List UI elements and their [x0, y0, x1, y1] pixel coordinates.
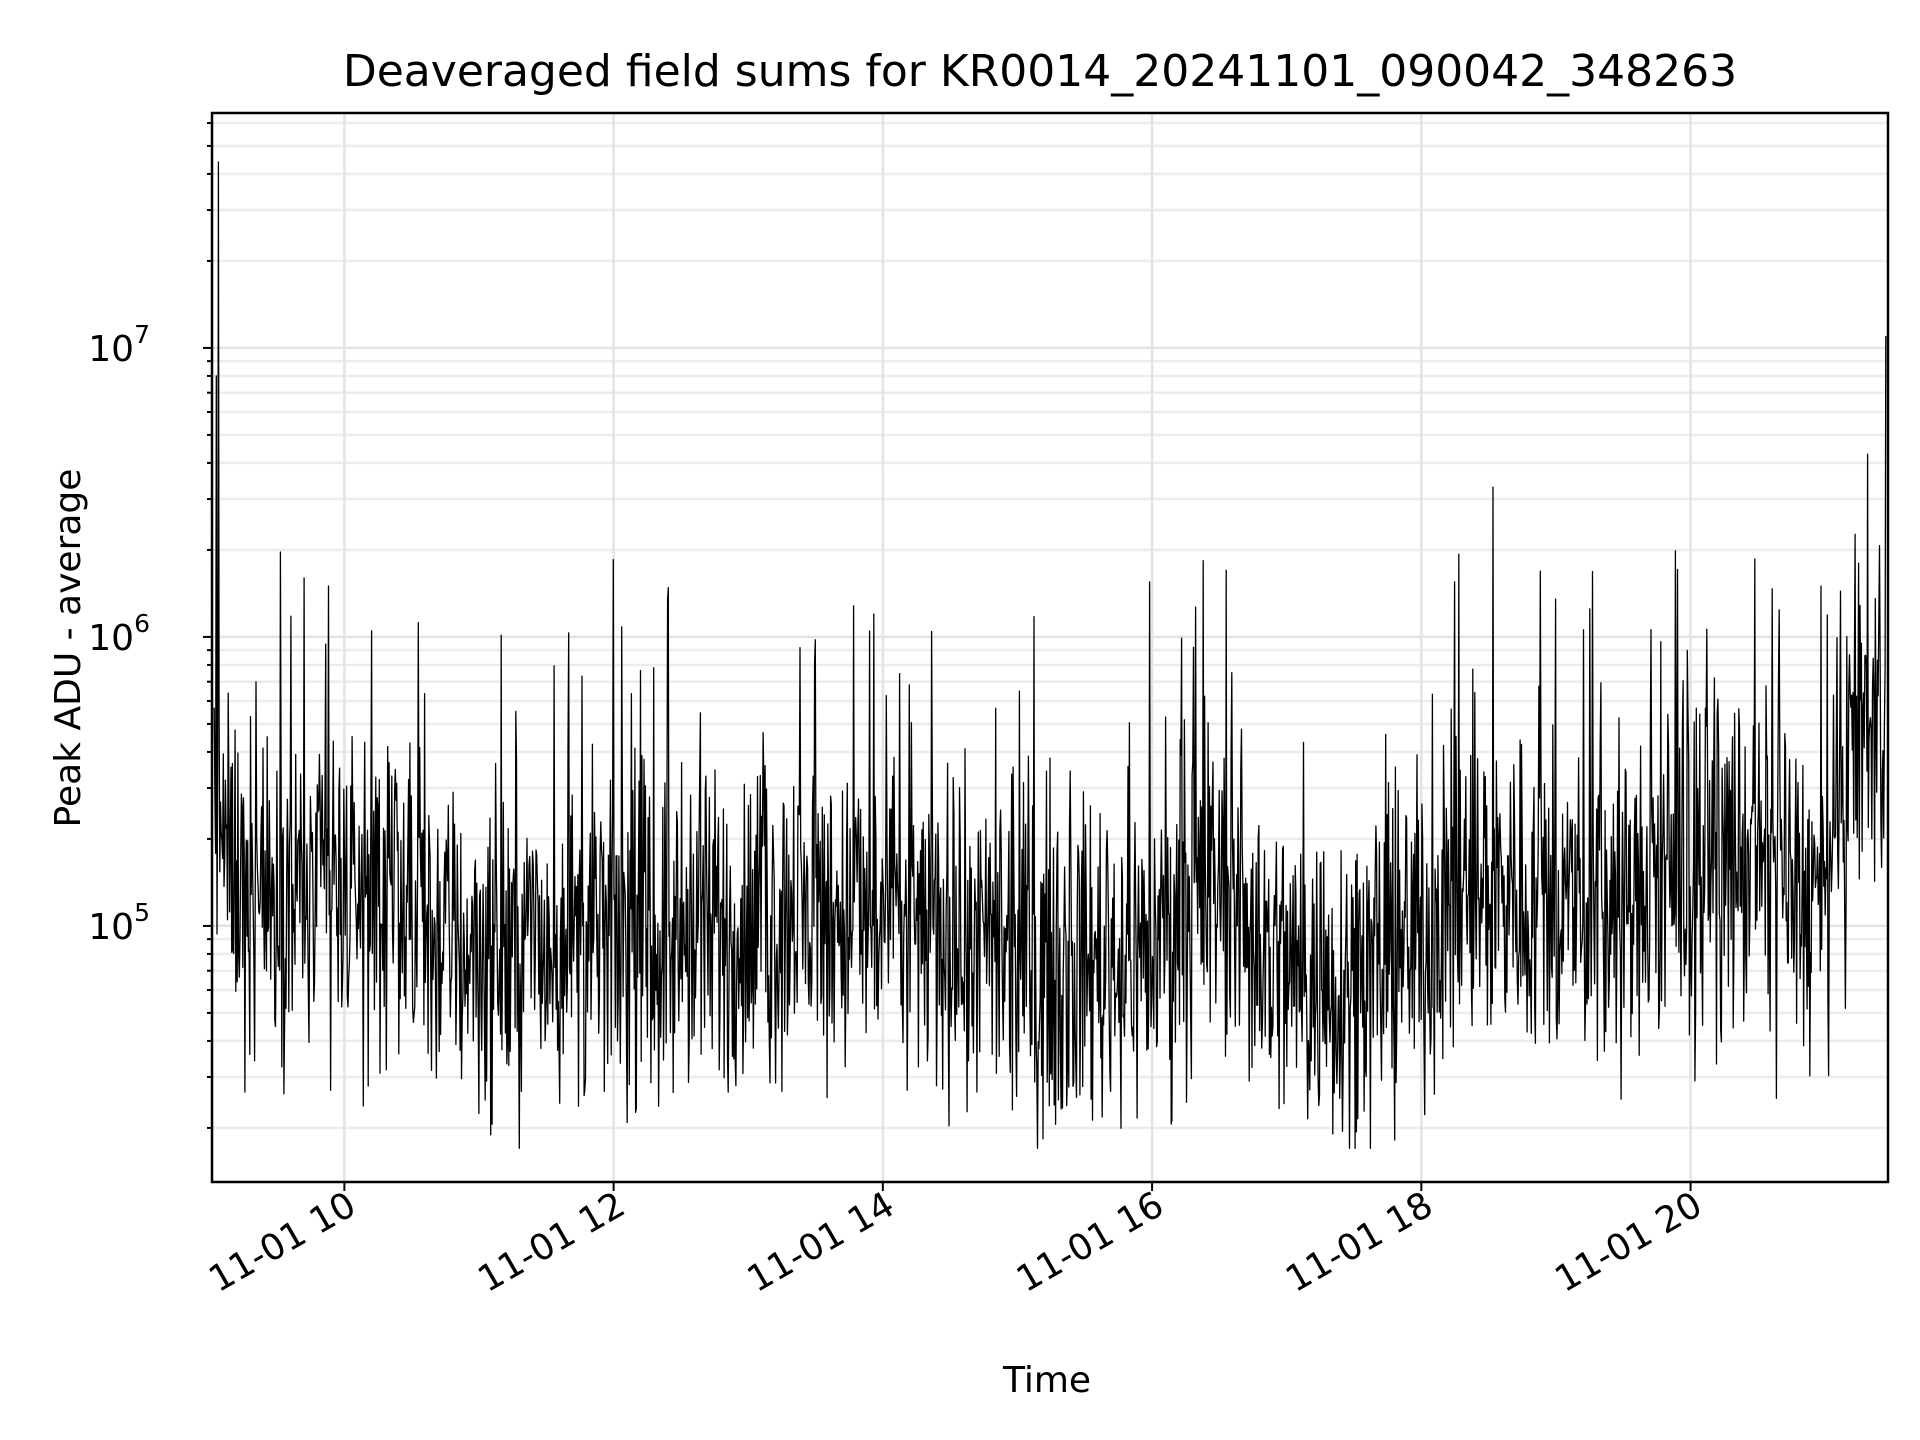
x-tick-label: 11-01 12	[471, 1184, 632, 1300]
y-tick-label: 105	[88, 898, 150, 948]
series-line	[213, 161, 1887, 1149]
x-tick-label: 11-01 10	[202, 1184, 363, 1300]
y-tick-label: 107	[88, 320, 150, 370]
x-tick-label: 11-01 18	[1279, 1184, 1440, 1300]
x-tick-label: 11-01 16	[1010, 1184, 1171, 1300]
plot-frame	[210, 111, 1890, 1184]
x-tick-label: 11-01 14	[741, 1184, 902, 1300]
x-axis: 11-01 10 11-01 12 11-01 14 11-01 16 11-01 18…	[202, 1182, 1709, 1301]
x-tick-label: 11-01 20	[1548, 1184, 1709, 1300]
chart-title: Deaveraged field sums for KR0014_2024110…	[343, 46, 1737, 97]
y-axis-label: Peak ADU - average	[48, 469, 89, 828]
y-axis: 105 106 107	[88, 122, 212, 1129]
y-tick-label: 106	[88, 609, 150, 659]
x-axis-label: Time	[1002, 1360, 1091, 1401]
